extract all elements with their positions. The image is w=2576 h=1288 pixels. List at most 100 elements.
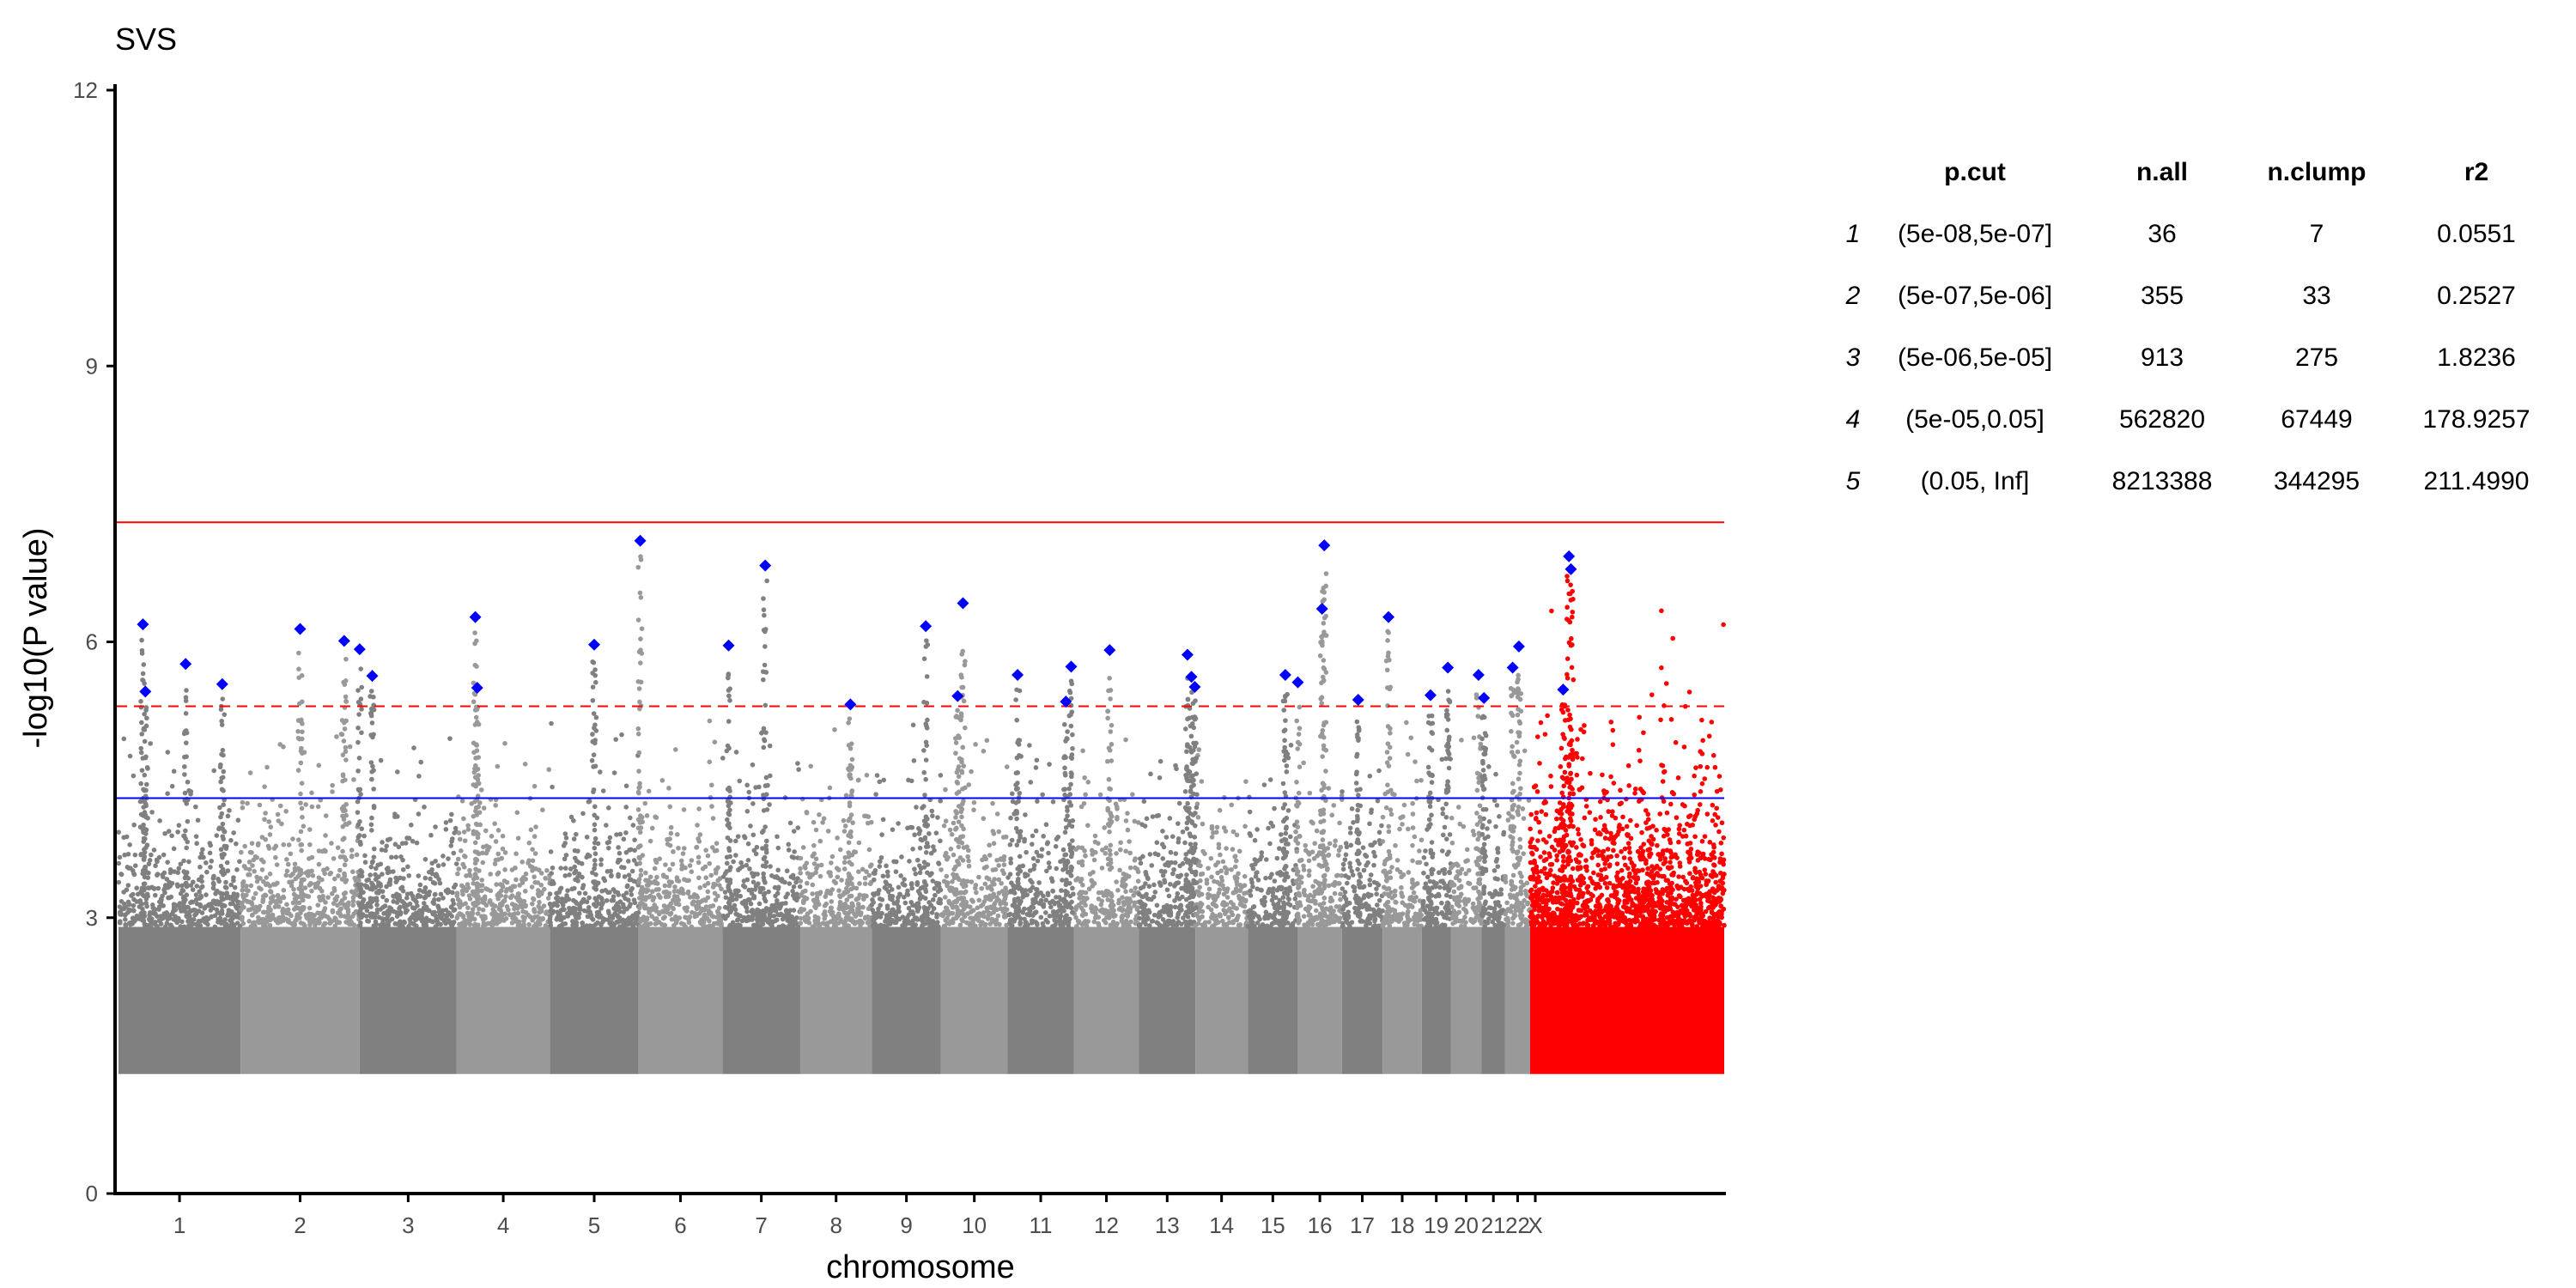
snp-point	[1209, 923, 1215, 929]
snp-point	[1009, 837, 1015, 843]
snp-point	[1188, 841, 1194, 847]
snp-point	[678, 858, 684, 864]
snp-point	[648, 880, 654, 885]
snp-point	[931, 844, 936, 849]
snp-point	[483, 914, 488, 920]
snp-point	[705, 895, 711, 901]
snp-point	[1215, 870, 1220, 876]
snp-point	[901, 894, 907, 900]
snp-point	[929, 871, 934, 876]
snp-point	[286, 917, 291, 923]
snp-point	[914, 857, 920, 863]
snp-point	[570, 897, 576, 903]
snp-point	[1370, 907, 1376, 913]
snp-point	[938, 900, 943, 906]
snp-point	[1167, 919, 1173, 924]
snp-point	[438, 921, 443, 927]
snp-point	[1144, 872, 1149, 878]
snp-point	[1066, 842, 1072, 848]
snp-point	[1227, 906, 1232, 911]
snp-point	[501, 898, 507, 903]
snp-point	[394, 909, 399, 915]
snp-point	[1346, 913, 1352, 919]
snp-point	[441, 918, 447, 924]
snp-point	[1444, 884, 1449, 890]
snp-point	[1400, 822, 1405, 827]
snp-point	[1272, 878, 1278, 884]
snp-point	[1125, 827, 1131, 833]
snp-point	[383, 848, 388, 854]
snp-point	[1028, 878, 1033, 884]
snp-point	[143, 900, 149, 906]
snp-point	[1413, 911, 1419, 917]
snp-point	[1267, 886, 1273, 892]
snp-point	[804, 919, 809, 925]
snp-point	[199, 878, 204, 884]
snp-point	[1278, 884, 1284, 890]
snp-point	[1209, 835, 1215, 840]
snp-point	[695, 823, 700, 828]
snp-point	[465, 827, 471, 832]
snp-point	[432, 880, 438, 886]
snp-point	[257, 802, 263, 808]
snp-point	[333, 897, 339, 903]
snp-point	[604, 897, 610, 903]
chr-14-band	[1195, 927, 1249, 1074]
snp-point	[1204, 880, 1210, 886]
snp-point	[1036, 880, 1042, 885]
snp-point	[602, 878, 608, 884]
snp-point	[947, 827, 953, 833]
snp-point	[705, 853, 711, 859]
snp-point	[1175, 890, 1181, 896]
snp-point	[969, 879, 975, 884]
snp-point	[617, 857, 623, 863]
snp-point	[1439, 909, 1445, 915]
snp-point	[573, 908, 578, 913]
snp-point	[1148, 771, 1153, 777]
snp-point	[811, 819, 817, 825]
snp-point	[630, 823, 636, 828]
snp-point	[443, 827, 449, 832]
snp-point	[1114, 879, 1119, 884]
chr-16-band	[1297, 927, 1342, 1074]
snp-point	[1326, 786, 1332, 791]
snp-point	[817, 838, 823, 844]
snp-point	[204, 892, 209, 897]
snp-point	[817, 811, 822, 817]
snp-point	[1331, 908, 1337, 914]
snp-point	[132, 863, 138, 868]
snp-point	[685, 889, 691, 895]
snp-point	[1334, 904, 1340, 909]
snp-point	[658, 895, 663, 900]
snp-point	[1058, 913, 1064, 919]
snp-point	[706, 908, 712, 914]
snp-point	[1340, 789, 1345, 794]
snp-point	[689, 924, 695, 930]
snp-point	[1412, 899, 1418, 904]
snp-point	[1198, 878, 1203, 884]
snp-point	[1347, 825, 1353, 831]
snp-point	[493, 857, 499, 863]
snp-point	[216, 876, 221, 882]
snp-point	[131, 891, 136, 897]
snp-point	[1171, 866, 1176, 872]
snp-point	[204, 869, 210, 875]
snp-point	[647, 874, 653, 880]
snp-point	[1179, 885, 1184, 891]
snp-point	[684, 908, 690, 914]
snp-point	[824, 890, 829, 896]
snp-point	[1449, 904, 1455, 909]
snp-point	[223, 879, 228, 885]
snp-point	[858, 910, 864, 915]
snp-point	[798, 870, 803, 876]
snp-point	[756, 901, 762, 907]
snp-point	[628, 902, 633, 907]
snp-point	[245, 800, 250, 806]
snp-point	[775, 834, 780, 840]
snp-point	[179, 919, 185, 925]
snp-point	[917, 870, 923, 876]
snp-point	[943, 787, 948, 793]
snp-point	[218, 920, 224, 927]
snp-point	[1160, 856, 1166, 861]
snp-point	[1314, 828, 1320, 834]
